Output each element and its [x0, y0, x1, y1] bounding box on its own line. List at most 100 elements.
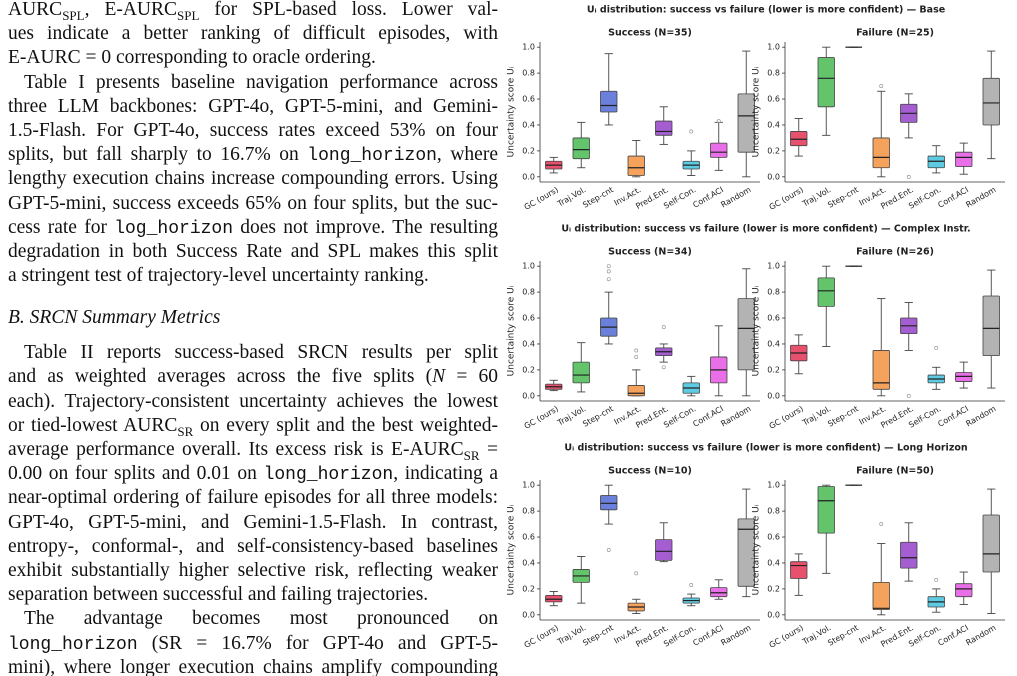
box	[737, 298, 755, 371]
text-line: 0.00 on four splits and 0.01 on long_hor…	[8, 462, 498, 486]
box	[655, 120, 673, 136]
x-tick-label: Step-cnt	[826, 404, 860, 429]
y-tick-label: 0.0	[767, 610, 780, 619]
x-tick-label: Random	[719, 185, 752, 209]
text-run: , where	[436, 144, 498, 166]
text-run: on every split and the best weighted-	[193, 414, 498, 436]
text-run: entropy-, conformal-, and self-consisten…	[8, 535, 498, 557]
y-tick-label: 0.6	[522, 533, 535, 542]
outlier	[934, 577, 939, 582]
box	[790, 131, 808, 147]
box	[817, 57, 835, 108]
text-run: Table I presents baseline navigation per…	[24, 71, 498, 93]
box	[927, 155, 945, 169]
y-tick-label: 0.8	[522, 69, 535, 78]
y-tick-label: 0.4	[522, 558, 535, 567]
row-title: Uᵢ distribution: success vs failure (low…	[564, 443, 968, 454]
text-line: near-optimal ordering of failure episode…	[8, 486, 498, 510]
text-run: does not improve. The resulting	[233, 216, 498, 238]
y-tick-label: 0.6	[522, 314, 535, 323]
text-run: , indicating a	[393, 463, 498, 485]
box	[817, 486, 835, 534]
y-tick-label: 0.8	[767, 507, 780, 516]
text-run: = 60	[445, 366, 499, 388]
y-tick-label: 1.0	[767, 262, 780, 271]
outlier	[879, 522, 884, 527]
y-tick-label: 1.0	[767, 481, 780, 490]
y-tick-label: 0.6	[522, 95, 535, 104]
box	[627, 155, 645, 176]
box	[600, 495, 618, 511]
text-run: a stringent test of trajectory-level unc…	[8, 265, 429, 287]
text-line: separation between successful and failin…	[8, 583, 498, 607]
x-tick-label: GC (ours)	[768, 404, 805, 431]
text-run: 0.00 on four splits and 0.01 on	[8, 463, 264, 485]
code-text: long_horizon	[263, 465, 394, 486]
y-tick-label: 0.0	[522, 610, 535, 619]
x-tick-label: Step-cnt	[826, 185, 860, 210]
box	[572, 361, 590, 384]
x-tick-label: GC (ours)	[768, 623, 805, 650]
y-tick-label: 0.8	[522, 288, 535, 297]
subscript: SR	[463, 447, 480, 463]
text-run: E-AURC = 0 corresponding to oracle order…	[8, 47, 376, 69]
outlier	[606, 269, 611, 274]
y-tick-label: 0.8	[522, 507, 535, 516]
text-run: each). Trajectory-consistent uncertainty…	[8, 390, 498, 412]
outlier	[906, 174, 911, 179]
panel-title: Success (N=35)	[608, 28, 692, 39]
box	[710, 587, 728, 598]
text-line: and as weighted averages across the five…	[8, 365, 498, 389]
y-tick-label: 0.0	[522, 391, 535, 400]
text-run: AURC	[8, 0, 63, 20]
y-tick-label: 0.4	[767, 339, 780, 348]
x-tick-label: Conf.ACI	[936, 623, 970, 648]
text-run: ues indicate a better ranking of difficu…	[8, 23, 498, 45]
outlier	[606, 264, 611, 269]
panel-title: Success (N=10)	[608, 466, 692, 477]
outlier	[634, 348, 639, 353]
y-axis-label: Uncertainty score Uᵢ	[752, 66, 762, 157]
y-tick-label: 0.0	[767, 391, 780, 400]
box	[872, 350, 890, 390]
text-run: or tied-lowest AURC	[8, 414, 178, 436]
code-text: long_horizon	[8, 634, 138, 655]
text-line: each). Trajectory-consistent uncertainty…	[8, 390, 498, 414]
y-tick-label: 0.6	[767, 533, 780, 542]
y-axis-label: Uncertainty score Uᵢ	[507, 66, 517, 157]
box	[545, 594, 563, 603]
box	[982, 77, 1000, 126]
code-text: long_horizon	[307, 146, 437, 167]
text-run: (SR = 16.7% for GPT-4o and GPT-5-	[137, 632, 498, 654]
text-run: GPT-4o, GPT-5-mini, and Gemini-1.5-Flash…	[8, 511, 498, 533]
text-run: near-optimal ordering of failure episode…	[8, 487, 498, 509]
text-run: , E-AURC	[84, 0, 178, 20]
outlier	[661, 365, 666, 370]
text-run: lengthy execution chains increase compou…	[8, 168, 498, 190]
text-run: cess rate for	[8, 216, 115, 238]
x-tick-label: Conf.ACI	[691, 185, 725, 210]
x-tick-label: Conf.ACI	[691, 623, 725, 648]
box	[872, 582, 890, 611]
panel-title: Failure (N=26)	[856, 247, 934, 258]
panel-title: Failure (N=50)	[856, 466, 934, 477]
code-text: log_horizon	[114, 218, 234, 239]
text-line: ues indicate a better ranking of difficu…	[8, 22, 498, 46]
text-line: 1.5-Flash. For GPT-4o, success rates exc…	[8, 119, 498, 143]
y-tick-label: 0.2	[522, 365, 535, 374]
row-title: Uᵢ distribution: success vs failure (low…	[587, 5, 945, 16]
x-tick-label: Step-cnt	[581, 185, 615, 210]
y-tick-label: 0.6	[767, 95, 780, 104]
y-tick-label: 0.4	[767, 558, 780, 567]
text-line: average performance overall. Its excess …	[8, 438, 498, 462]
box	[955, 583, 973, 598]
outlier	[934, 345, 939, 350]
x-tick-label: Random	[964, 185, 997, 209]
row-title: Uᵢ distribution: success vs failure (low…	[561, 224, 970, 235]
text-line: lengthy execution chains increase compou…	[8, 167, 498, 191]
y-tick-label: 0.2	[767, 146, 780, 155]
text-run: =	[479, 439, 498, 460]
box	[790, 561, 808, 579]
x-tick-label: GC (ours)	[523, 185, 560, 212]
